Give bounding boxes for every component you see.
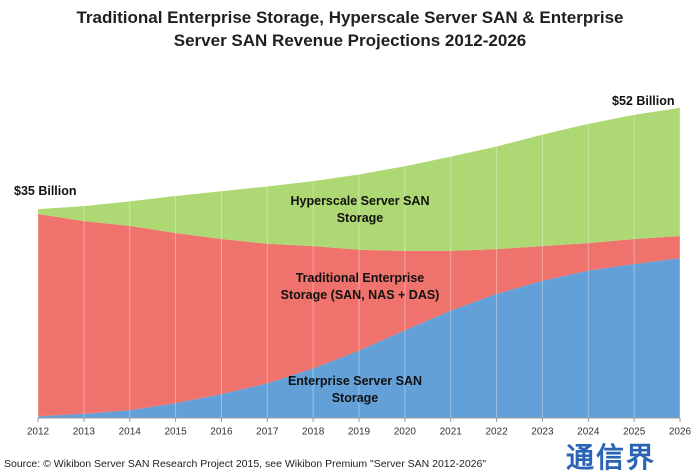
source-note: Source: © Wikibon Server SAN Research Pr… — [4, 458, 487, 470]
x-tick-label: 2021 — [440, 427, 463, 438]
area — [38, 213, 680, 417]
x-tick-label: 2024 — [577, 427, 600, 438]
x-tick-label: 2020 — [394, 427, 417, 438]
x-tick-label: 2014 — [119, 427, 142, 438]
watermark: 通信界 — [566, 442, 657, 473]
annotation: $35 Billion — [14, 184, 77, 198]
area-label: Enterprise Server SAN Storage — [287, 374, 423, 405]
x-tick-label: 2026 — [669, 427, 692, 438]
area-label: Traditional Enterprise Storage (SAN, NAS… — [280, 271, 440, 302]
x-tick-label: 2023 — [531, 427, 554, 438]
x-tick-label: 2012 — [27, 427, 50, 438]
area-label: Hyperscale Server SAN Storage — [290, 194, 430, 225]
annotation: $52 Billion — [612, 94, 675, 108]
x-tick-label: 2022 — [485, 427, 508, 438]
x-tick-label: 2015 — [164, 427, 187, 438]
area — [38, 258, 680, 418]
x-tick-label: 2016 — [210, 427, 233, 438]
x-tick-label: 2018 — [302, 427, 325, 438]
chart-title: Traditional Enterprise Storage, Hypersca… — [76, 8, 624, 50]
x-tick-label: 2017 — [256, 427, 279, 438]
x-tick-label: 2019 — [348, 427, 371, 438]
x-tick-label: 2025 — [623, 427, 646, 438]
area — [38, 107, 680, 251]
x-tick-label: 2013 — [73, 427, 96, 438]
